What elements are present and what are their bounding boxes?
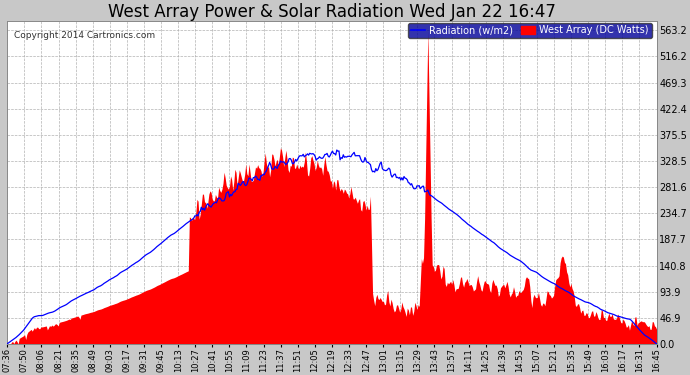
Legend: Radiation (w/m2), West Array (DC Watts): Radiation (w/m2), West Array (DC Watts) bbox=[408, 22, 652, 38]
Text: Copyright 2014 Cartronics.com: Copyright 2014 Cartronics.com bbox=[14, 31, 155, 40]
Title: West Array Power & Solar Radiation Wed Jan 22 16:47: West Array Power & Solar Radiation Wed J… bbox=[108, 3, 556, 21]
